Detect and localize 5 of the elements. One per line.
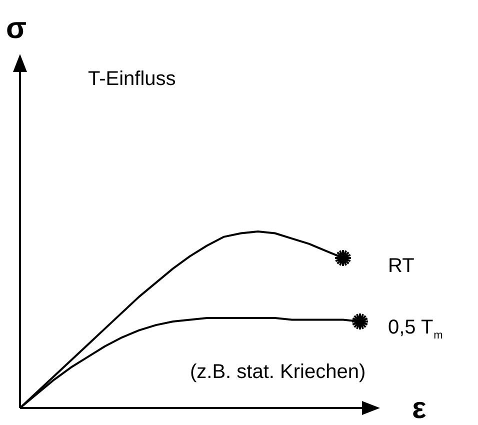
chart-title: T-Einfluss xyxy=(88,68,176,90)
annotation: (z.B. stat. Kriechen) xyxy=(190,361,366,383)
series-label: RT xyxy=(388,254,414,277)
x-axis-title: ε xyxy=(412,392,426,425)
text: σ xyxy=(6,12,27,45)
